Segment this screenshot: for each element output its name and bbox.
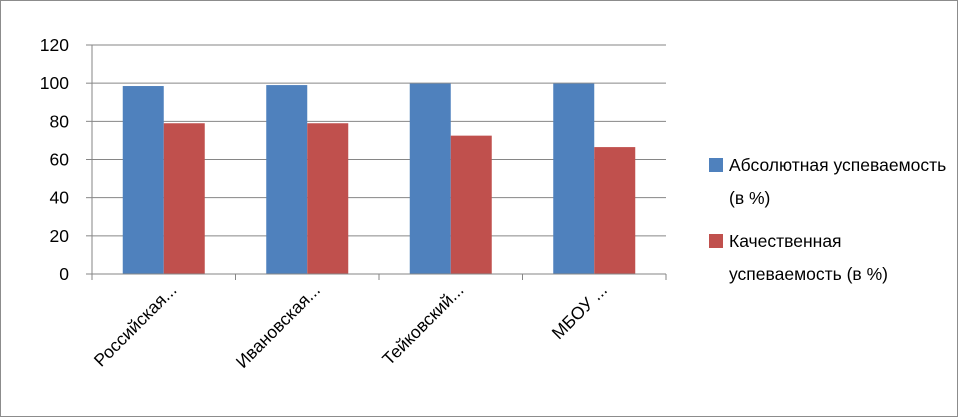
legend-label-absolute: Абсолютная успеваемость (в %) (729, 155, 947, 208)
y-tick-label: 120 (40, 35, 69, 55)
bar-quality-1 (307, 123, 349, 274)
x-tick-label: Российская... (90, 280, 181, 371)
bar-quality-0 (163, 123, 205, 274)
bar-quality-2 (450, 135, 492, 274)
bar-absolute-2 (409, 83, 451, 274)
x-tick-label: Тейковский... (378, 280, 467, 369)
y-tick-label: 80 (50, 111, 70, 131)
legend-item-absolute: Абсолютная успеваемость (в %) (709, 149, 954, 215)
legend: Абсолютная успеваемость (в %) Качественн… (709, 149, 954, 301)
legend-label-quality: Качественная успеваемость (в %) (729, 231, 888, 284)
y-tick-label: 60 (50, 150, 70, 170)
y-tick-label: 100 (40, 73, 69, 93)
x-tick-labels: Российская... Ивановская... Тейковский... М… (90, 280, 611, 372)
legend-swatch-quality (709, 234, 723, 248)
x-tick-label: МБОУ ... (548, 280, 611, 343)
y-tick-label: 20 (50, 226, 70, 246)
y-tick-labels: 0 20 40 60 80 100 120 (40, 35, 69, 284)
y-tick-label: 40 (50, 188, 70, 208)
legend-swatch-absolute (709, 158, 723, 172)
bar-absolute-1 (266, 85, 308, 274)
bar-absolute-3 (553, 83, 595, 274)
bars (122, 83, 636, 274)
bar-quality-3 (594, 147, 636, 274)
x-tick-label: Ивановская... (232, 280, 324, 372)
bar-absolute-0 (122, 86, 164, 274)
axes (86, 44, 667, 280)
legend-item-quality: Качественная успеваемость (в %) (709, 225, 954, 291)
y-tick-label: 0 (59, 264, 69, 284)
